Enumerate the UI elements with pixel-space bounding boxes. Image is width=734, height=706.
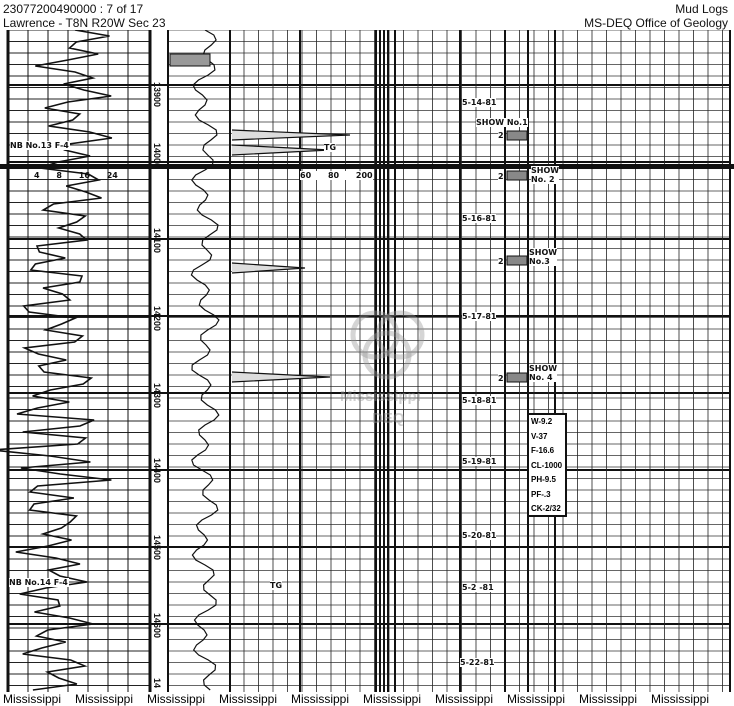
mud-ph: PH-9.5 — [531, 475, 556, 484]
date-label: 5-2 -81 — [462, 583, 494, 592]
date-label: 5-18-81 — [462, 396, 497, 405]
mud-properties-box: W-9.2 V-37 F-16.6 CL-1000 PH-9.5 PF-.3 C… — [527, 413, 567, 517]
total-gas-label: TG — [324, 143, 337, 152]
depth-label: 14 — [152, 678, 162, 689]
date-label: 5-20-81 — [462, 531, 497, 540]
footer-text: Mississippi — [579, 692, 638, 706]
lithology-curve — [190, 30, 220, 691]
show-rating: 2 — [498, 131, 504, 140]
gas-peak — [231, 262, 306, 274]
gas-peak — [231, 129, 351, 141]
date-label: 5-19-81 — [462, 457, 497, 466]
depth-label: 14600 — [152, 613, 162, 639]
resistivity-scale: 4 8 16 24 — [34, 171, 118, 180]
document-type: Mud Logs — [675, 2, 728, 16]
depth-label: 13900 — [152, 82, 162, 108]
footer-text: Mississippi — [291, 692, 350, 706]
show-label: SHOW No.1 — [476, 118, 528, 127]
resistivity-curve — [0, 30, 113, 691]
show-hatch — [506, 255, 528, 266]
watermark-logo — [350, 310, 400, 360]
date-label: 5-16-81 — [462, 214, 497, 223]
depth-label: 14100 — [152, 228, 162, 254]
footer-text: Mississippi — [363, 692, 422, 706]
date-label: 5-17-81 — [462, 312, 497, 321]
footer-text: Mississippi — [651, 692, 710, 706]
bit-annotation: NB No.13 F-4 — [10, 141, 70, 150]
show-hatch — [506, 170, 528, 181]
depth-label: 14200 — [152, 306, 162, 332]
show-rating: 2 — [498, 257, 504, 266]
well-location: Lawrence - T8N R20W Sec 23 — [3, 16, 166, 30]
depth-break-band — [0, 164, 734, 169]
mud-cake: CK-2/32 — [531, 504, 561, 513]
show-label: SHOW No.3 — [529, 248, 558, 266]
mud-filtrate: F-16.6 — [531, 446, 555, 455]
mud-weight: W-9.2 — [531, 417, 553, 426]
mud-chlorides: CL-1000 — [531, 460, 563, 470]
footer-watermark: Mississippi Mississippi Mississippi Mississ… — [0, 692, 734, 706]
gas-peak — [231, 371, 331, 383]
watermark-text: Mississippi — [340, 388, 421, 405]
document-id: 23077200490000 : 7 of 17 — [3, 2, 144, 16]
bit-annotation: NB No.14 F-4 — [9, 578, 69, 587]
watermark-logo — [362, 330, 412, 380]
mud-viscosity: V-37 — [531, 431, 548, 441]
watermark-logo — [375, 310, 425, 360]
footer-text: Mississippi — [219, 692, 278, 706]
footer-text: Mississippi — [3, 692, 62, 706]
lithology-hatch — [169, 53, 211, 67]
footer-text: Mississippi — [75, 692, 134, 706]
show-hatch — [506, 130, 528, 141]
depth-label: 14000 — [152, 143, 162, 169]
show-hatch — [506, 372, 528, 383]
show-rating: 2 — [498, 172, 504, 181]
agency-name: MS-DEQ Office of Geology — [584, 16, 728, 30]
watermark-text: DEQ — [372, 410, 405, 427]
depth-label: 14500 — [152, 535, 162, 561]
footer-text: Mississippi — [507, 692, 566, 706]
footer-text: Mississippi — [147, 692, 206, 706]
depth-label: 14300 — [152, 383, 162, 409]
mud-log-scan — [0, 30, 734, 692]
date-label: 5-14-81 — [462, 98, 497, 107]
show-label: SHOW No. 4 — [529, 364, 558, 382]
total-gas-label: TG — [270, 581, 283, 590]
mud-pf: PF-.3 — [531, 489, 551, 499]
date-label: 5-22-81 — [460, 658, 495, 667]
depth-label: 14400 — [152, 458, 162, 484]
show-rating: 2 — [498, 374, 504, 383]
gas-scale: 60 80 200 — [300, 171, 373, 180]
show-label: SHOW No. 2 — [531, 166, 560, 184]
footer-text: Mississippi — [435, 692, 494, 706]
